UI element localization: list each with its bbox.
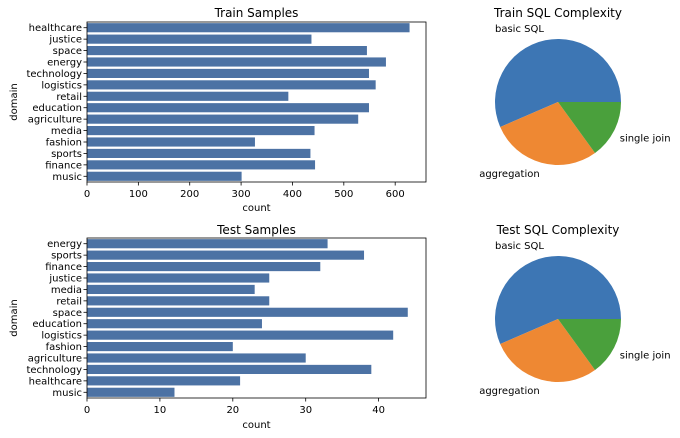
x-axis-label: count xyxy=(242,420,270,431)
bar-energy xyxy=(87,57,386,67)
xtick-label: 0 xyxy=(84,405,90,416)
ytick-label-sports: sports xyxy=(51,149,82,160)
slice-label-basic-SQL: basic SQL xyxy=(495,24,544,35)
bar-sports xyxy=(87,250,365,260)
y-axis-label: domain xyxy=(9,83,20,120)
xtick-label: 100 xyxy=(129,189,148,200)
xtick-label: 20 xyxy=(226,405,239,416)
y-axis-label: domain xyxy=(9,299,20,336)
ytick-label-logistics: logistics xyxy=(41,80,82,91)
ytick-label-education: education xyxy=(32,103,82,114)
ytick-label-music: music xyxy=(52,388,82,399)
ytick-label-retail: retail xyxy=(56,296,82,307)
chart-title: Train Samples xyxy=(214,6,299,20)
bar-agriculture xyxy=(87,114,359,124)
ytick-label-justice: justice xyxy=(48,274,82,285)
bar-justice xyxy=(87,273,270,283)
ytick-label-finance: finance xyxy=(45,160,82,171)
ytick-label-space: space xyxy=(53,46,82,57)
slice-aggregation xyxy=(500,319,596,383)
ytick-label-agriculture: agriculture xyxy=(28,354,82,365)
slice-label-basic-SQL: basic SQL xyxy=(495,241,544,252)
slice-basic-SQL xyxy=(495,256,621,345)
bar-logistics xyxy=(87,330,394,340)
bar-education xyxy=(87,319,262,329)
slice-single-join xyxy=(558,102,621,153)
bar-fashion xyxy=(87,342,233,352)
ytick-label-healthcare: healthcare xyxy=(29,23,82,34)
slice-aggregation xyxy=(500,102,596,165)
xtick-label: 400 xyxy=(283,189,302,200)
slice-label-single-join: single join xyxy=(620,133,671,144)
ytick-label-space: space xyxy=(53,308,82,319)
ytick-label-education: education xyxy=(32,319,82,330)
bar-chart-2: Test Samples energysportsfinancejusticeme… xyxy=(9,223,427,431)
xtick-label: 40 xyxy=(372,405,385,416)
bar-energy xyxy=(87,239,328,249)
ytick-label-sports: sports xyxy=(51,251,82,262)
slice-basic-SQL xyxy=(495,39,621,128)
ytick-label-music: music xyxy=(52,172,82,183)
ytick-label-finance: finance xyxy=(45,262,82,273)
slice-label-aggregation: aggregation xyxy=(479,386,540,397)
bar-media xyxy=(87,126,315,136)
bar-retail xyxy=(87,91,289,101)
bar-retail xyxy=(87,296,270,306)
ytick-label-fashion: fashion xyxy=(46,342,82,353)
slice-label-single-join: single join xyxy=(620,350,671,361)
xtick-label: 300 xyxy=(232,189,251,200)
ytick-label-technology: technology xyxy=(26,365,82,376)
ytick-label-fashion: fashion xyxy=(46,138,82,149)
xtick-label: 500 xyxy=(334,189,353,200)
bar-logistics xyxy=(87,80,376,90)
xtick-label: 0 xyxy=(84,189,90,200)
bar-media xyxy=(87,284,255,294)
ytick-label-healthcare: healthcare xyxy=(29,376,82,387)
ytick-label-energy: energy xyxy=(47,58,82,69)
chart-title: Train SQL Complexity xyxy=(493,6,622,20)
bar-fashion xyxy=(87,137,255,147)
xtick-label: 600 xyxy=(386,189,405,200)
chart-title: Test SQL Complexity xyxy=(496,223,620,237)
ytick-label-media: media xyxy=(51,285,82,296)
bar-chart-0: Train Samples healthcarejusticespaceenerg… xyxy=(9,6,427,214)
xtick-label: 10 xyxy=(154,405,167,416)
ytick-label-energy: energy xyxy=(47,239,82,250)
ytick-label-justice: justice xyxy=(48,35,82,46)
bar-healthcare xyxy=(87,23,410,33)
bar-space xyxy=(87,307,408,317)
ytick-label-agriculture: agriculture xyxy=(28,115,82,126)
bar-justice xyxy=(87,34,312,44)
bar-music xyxy=(87,387,175,397)
ytick-label-logistics: logistics xyxy=(41,331,82,342)
xtick-label: 30 xyxy=(299,405,312,416)
bar-space xyxy=(87,46,367,56)
chart-title: Test Samples xyxy=(216,223,296,237)
ytick-label-retail: retail xyxy=(56,92,82,103)
pie-chart-1: Train SQL Complexity basic SQL aggregation… xyxy=(479,6,670,180)
bar-finance xyxy=(87,160,316,170)
bar-technology xyxy=(87,364,372,374)
pie-chart-3: Test SQL Complexity basic SQL aggregation s… xyxy=(479,223,670,397)
bar-education xyxy=(87,103,369,113)
slice-single-join xyxy=(558,319,621,370)
x-axis-label: count xyxy=(242,203,270,214)
bar-finance xyxy=(87,262,321,272)
bar-music xyxy=(87,171,242,181)
ytick-label-media: media xyxy=(51,126,82,137)
ytick-label-technology: technology xyxy=(26,69,82,80)
bar-healthcare xyxy=(87,376,241,386)
axes-frame xyxy=(86,21,427,183)
xtick-label: 200 xyxy=(180,189,199,200)
bar-agriculture xyxy=(87,353,306,363)
axes-frame xyxy=(86,237,427,399)
bar-sports xyxy=(87,148,311,158)
slice-label-aggregation: aggregation xyxy=(479,169,540,180)
bar-technology xyxy=(87,68,369,78)
